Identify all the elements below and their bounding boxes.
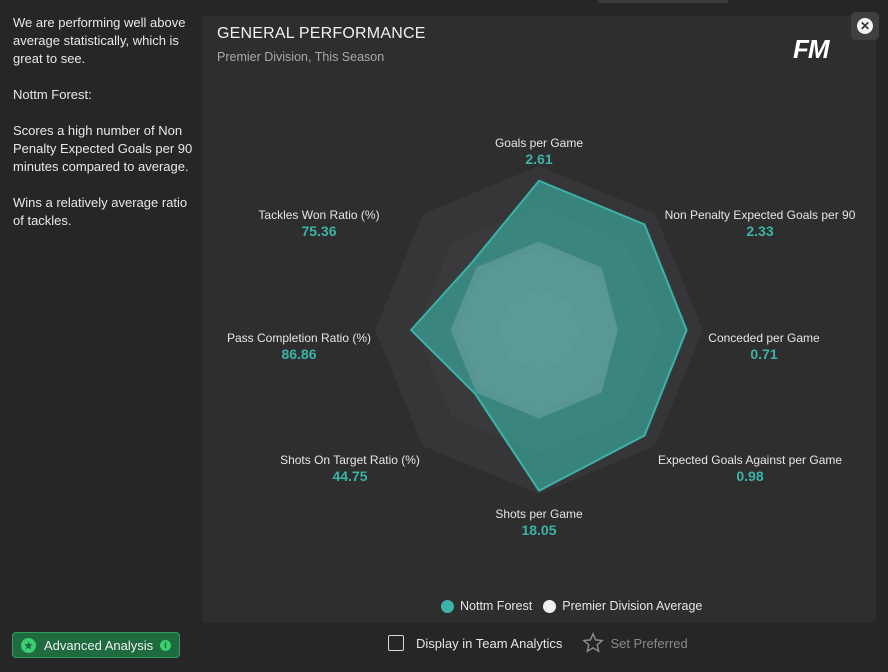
legend-swatch-team xyxy=(441,599,454,613)
description-panel: We are performing well above average sta… xyxy=(0,0,200,672)
axis-value: 86.86 xyxy=(281,346,316,362)
window-edge xyxy=(598,0,728,3)
advanced-analysis-label: Advanced Analysis xyxy=(44,637,154,653)
performance-description: We are performing well above average sta… xyxy=(13,14,195,248)
footer-bar: Display in Team Analytics Set Preferred xyxy=(388,632,688,654)
description-paragraph: Scores a high number of Non Penalty Expe… xyxy=(13,123,193,174)
fm-logo: FM xyxy=(793,34,830,64)
axis-label: Tackles Won Ratio (%) xyxy=(258,208,379,222)
axis-label: Expected Goals Against per Game xyxy=(658,453,842,467)
axis-label: Shots per Game xyxy=(495,507,583,521)
legend-item-average[interactable]: Premier Division Average xyxy=(543,599,702,613)
set-preferred-label: Set Preferred xyxy=(610,635,688,651)
axis-label: Goals per Game xyxy=(495,136,583,150)
legend-label-team: Nottm Forest xyxy=(460,599,533,613)
description-paragraph: We are performing well above average sta… xyxy=(13,15,186,66)
display-in-team-analytics-label[interactable]: Display in Team Analytics xyxy=(416,635,563,651)
set-preferred-button[interactable]: Set Preferred xyxy=(582,632,688,654)
axis-label: Shots On Target Ratio (%) xyxy=(280,453,420,467)
close-icon: ✕ xyxy=(857,18,873,34)
axis-value: 2.33 xyxy=(746,223,773,239)
display-in-team-analytics-checkbox[interactable] xyxy=(388,635,404,651)
card-subtitle: Premier Division, This Season xyxy=(217,50,385,64)
star-outline-icon xyxy=(582,632,605,653)
axis-value: 18.05 xyxy=(521,522,556,538)
star-badge-icon xyxy=(21,637,36,653)
card-title: GENERAL PERFORMANCE xyxy=(217,25,426,42)
description-paragraph: Wins a relatively average ratio of tackl… xyxy=(13,195,188,228)
axis-value: 75.36 xyxy=(301,223,336,239)
axis-label: Conceded per Game xyxy=(708,331,820,345)
description-paragraph: Nottm Forest: xyxy=(13,87,92,102)
average-series-area xyxy=(450,241,618,419)
axis-label: Pass Completion Ratio (%) xyxy=(227,331,371,345)
axis-label: Non Penalty Expected Goals per 90 xyxy=(665,208,856,222)
legend-item-team[interactable]: Nottm Forest xyxy=(441,599,532,613)
axis-value: 2.61 xyxy=(525,151,552,167)
axis-value: 44.75 xyxy=(332,468,367,484)
chart-legend: Nottm Forest Premier Division Average xyxy=(441,599,713,613)
advanced-analysis-button[interactable]: Advanced Analysis i xyxy=(12,632,180,658)
legend-swatch-average xyxy=(543,599,557,613)
close-button[interactable]: ✕ xyxy=(851,12,879,40)
axis-value: 0.71 xyxy=(750,346,777,362)
team-series-area xyxy=(410,179,688,492)
info-icon[interactable]: i xyxy=(160,639,171,651)
axis-value: 0.98 xyxy=(736,468,763,484)
legend-label-average: Premier Division Average xyxy=(562,599,703,613)
